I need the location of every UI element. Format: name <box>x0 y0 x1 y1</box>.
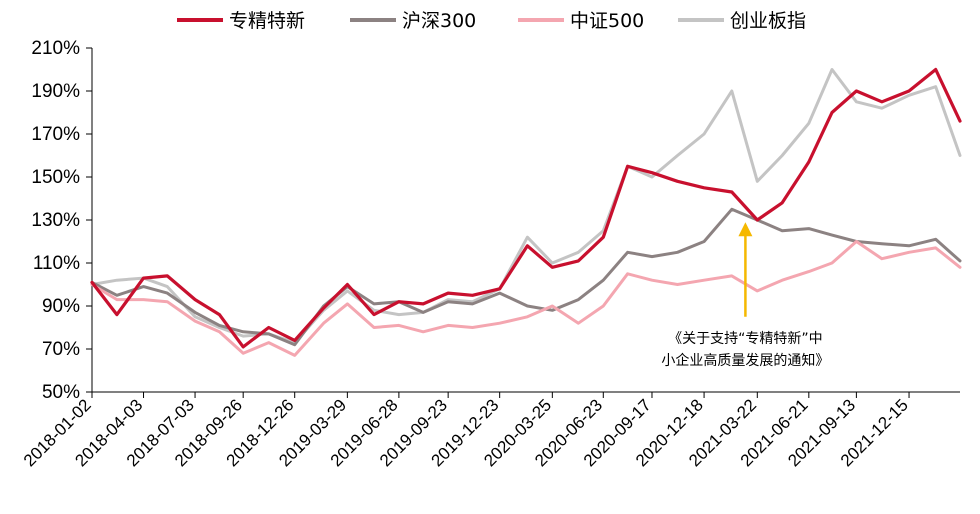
annotation-text-line: 小企业高质量发展的通知》 <box>661 352 829 369</box>
y-tick-label: 210% <box>31 38 80 59</box>
series-line-2 <box>90 240 962 357</box>
series-lines <box>90 67 962 357</box>
annotation-text-line: 《关于支持“专精特新”中 <box>668 331 823 347</box>
series-line-1 <box>90 207 962 347</box>
legend-label: 沪深300 <box>402 10 476 32</box>
y-tick-label: 130% <box>31 210 80 231</box>
legend: 专精特新 沪深300 中证500 创业板指 <box>177 10 806 32</box>
y-axis: 50% 70% 90% 110% 130% 150% 170% 190% 210% <box>31 38 93 403</box>
series-line-0 <box>90 67 962 349</box>
y-tick-label: 90% <box>42 296 80 317</box>
y-tick-label: 70% <box>42 339 80 360</box>
y-tick-label: 150% <box>31 167 80 188</box>
x-axis: 2018-01-022018-04-032018-07-032018-09-26… <box>20 391 960 470</box>
annotation-arrow-head <box>738 222 753 237</box>
y-tick-label: 190% <box>31 81 80 102</box>
series-line-3 <box>90 68 962 345</box>
y-tick-label: 50% <box>42 382 80 403</box>
legend-label: 中证500 <box>570 10 644 32</box>
legend-label: 创业板指 <box>730 10 806 32</box>
y-tick-label: 110% <box>33 253 80 274</box>
y-tick-label: 170% <box>31 124 80 145</box>
legend-label: 专精特新 <box>229 10 305 32</box>
